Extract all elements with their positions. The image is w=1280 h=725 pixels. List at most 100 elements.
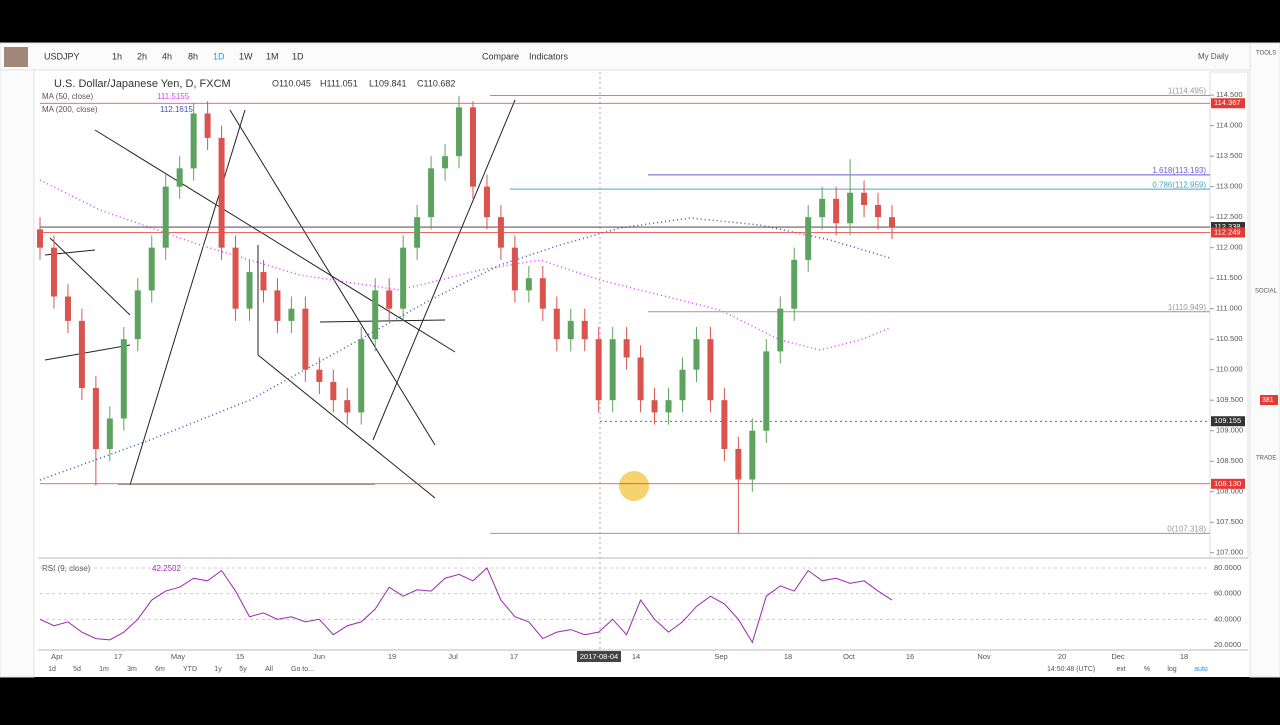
candle-body: [442, 156, 449, 169]
candle-body: [372, 290, 379, 340]
ma200-value: 112.1615: [160, 105, 193, 114]
candle-body: [274, 290, 281, 321]
scale-option[interactable]: log: [1167, 666, 1176, 673]
y-tick-label: 112.500: [1216, 212, 1243, 221]
price-tag: [1211, 222, 1245, 233]
y-tick-label: 107.000: [1216, 548, 1243, 557]
time-label: 17: [510, 652, 518, 661]
range-button[interactable]: 1y: [214, 666, 222, 673]
y-tick-label: 107.500: [1216, 517, 1243, 526]
range-button[interactable]: 3m: [127, 666, 137, 673]
interval-button[interactable]: 1W: [239, 51, 253, 61]
range-button[interactable]: 5y: [239, 666, 247, 673]
range-button[interactable]: All: [265, 666, 273, 673]
rsi-line: [39, 567, 893, 644]
interval-button[interactable]: 1h: [112, 51, 122, 61]
range-button[interactable]: 6m: [155, 666, 165, 673]
y-tick-label: 111.500: [1216, 273, 1242, 282]
y-tick-label: 114.500: [1216, 90, 1243, 99]
y-tick-label: 113.500: [1216, 151, 1243, 160]
candle-body: [37, 229, 43, 248]
legend-open: O110.045: [272, 78, 311, 88]
time-label: 18: [1180, 652, 1188, 661]
candle-body: [693, 339, 700, 370]
symbol[interactable]: USDJPY: [44, 51, 80, 61]
candle-body: [539, 278, 546, 309]
avatar[interactable]: [4, 47, 28, 67]
rsi-tick-label: 20.0000: [1214, 640, 1241, 649]
candle-body: [595, 339, 602, 401]
legend-high: H111.051: [320, 78, 358, 88]
range-button[interactable]: 1d: [48, 666, 56, 673]
candle-body: [581, 320, 588, 340]
y-tick-label: 114.000: [1216, 121, 1243, 130]
goto-button[interactable]: Go to...: [291, 666, 314, 673]
scale-option[interactable]: auto: [1194, 666, 1208, 673]
candle-body: [651, 400, 658, 413]
time-label: Jul: [448, 652, 458, 661]
candle-body: [819, 198, 826, 218]
interval-button[interactable]: 2h: [137, 51, 147, 61]
candle-body: [92, 387, 99, 450]
crosshair-date-bg: [577, 651, 621, 662]
ma200-label: MA (200, close): [42, 105, 98, 114]
compare-button[interactable]: Compare: [482, 51, 519, 61]
candle-body: [777, 308, 784, 352]
y-tick-label: 109.500: [1216, 395, 1243, 404]
candle-body: [511, 247, 518, 291]
candle-body: [707, 339, 714, 401]
candle-body: [791, 259, 798, 309]
y-tick-label: 109.000: [1216, 426, 1243, 435]
sidebar-trade: TRADE: [1256, 456, 1276, 462]
candle-body: [469, 107, 476, 187]
candle-body: [148, 247, 155, 291]
candle-body: [190, 113, 197, 169]
indicators-button[interactable]: Indicators: [529, 51, 569, 61]
time-label: Oct: [843, 652, 856, 661]
price-tag-label: 109.155: [1214, 416, 1241, 425]
time-label: 14: [632, 652, 640, 661]
range-button[interactable]: 1m: [99, 666, 109, 673]
y-tick-label: 108.000: [1216, 487, 1243, 496]
candle-body: [637, 357, 644, 401]
scale-option[interactable]: %: [1144, 666, 1150, 673]
sidebar-social: SOCIAL: [1255, 289, 1278, 295]
candle-body: [106, 418, 113, 450]
interval-button[interactable]: 8h: [188, 51, 198, 61]
candle-body: [483, 186, 490, 218]
time-label: 20: [1058, 652, 1066, 661]
candle-body: [50, 247, 57, 297]
sidebar-badge: 381: [1262, 397, 1274, 404]
price-tag: [1211, 478, 1245, 489]
interval-button[interactable]: 1D: [213, 51, 225, 61]
time-label: Dec: [1111, 652, 1125, 661]
time-label: 2017-08-04: [580, 652, 618, 661]
left-toolbar: [0, 69, 35, 678]
candle-body: [721, 400, 728, 450]
candle-body: [749, 430, 756, 480]
fib-label: 1(114.495): [1168, 87, 1206, 96]
interval-button[interactable]: 1M: [266, 51, 279, 61]
candle-body: [428, 168, 435, 218]
scale-option[interactable]: ext: [1116, 666, 1125, 673]
time-label: May: [171, 652, 185, 661]
candle-body: [553, 308, 560, 340]
candle-body: [330, 381, 337, 401]
range-button[interactable]: 5d: [73, 666, 81, 673]
fib-label: 1(110.949): [1168, 303, 1206, 312]
candle-body: [176, 168, 183, 187]
interval-button[interactable]: 1D: [292, 51, 304, 61]
range-button[interactable]: YTD: [183, 666, 197, 673]
layout-name[interactable]: My Daily: [1198, 52, 1229, 61]
candle-body: [735, 449, 742, 480]
candle-body: [78, 320, 85, 388]
candle-body: [833, 198, 840, 224]
time-label: 18: [784, 652, 792, 661]
interval-button[interactable]: 4h: [162, 51, 172, 61]
time-label: Apr: [51, 652, 63, 661]
candle-body: [288, 308, 295, 321]
price-tag-label: 112.338: [1214, 222, 1241, 231]
candle-body: [414, 217, 421, 248]
fib-label: 0.786(112.959): [1152, 180, 1206, 189]
